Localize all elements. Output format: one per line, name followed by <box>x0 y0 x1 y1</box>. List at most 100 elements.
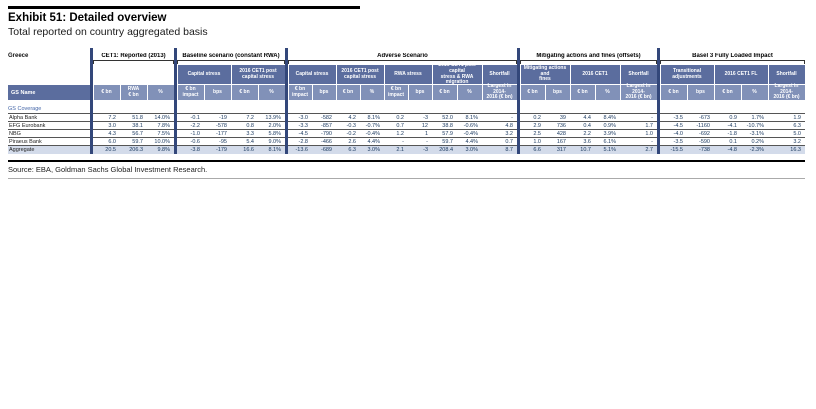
value-cell: 8.1% <box>258 146 285 154</box>
section-divider-bar <box>285 48 288 154</box>
section-bracket <box>520 60 657 64</box>
source-rule <box>8 178 805 179</box>
coverage-underline <box>660 105 805 114</box>
value-cell: 10.7 <box>570 146 595 154</box>
value-cell: 9.8% <box>147 146 174 154</box>
coverage-underline <box>520 105 657 114</box>
value-cell: -2.8 <box>288 138 312 146</box>
value-cell: 0.2 <box>384 114 408 122</box>
value-cell: 4.3 <box>93 130 120 138</box>
value-cell: 736 <box>545 122 570 130</box>
value-cell: 4.4% <box>360 138 384 146</box>
value-cell: 16.3 <box>768 146 805 154</box>
column-header: € bn <box>660 85 687 100</box>
value-cell: -2.2 <box>177 122 204 130</box>
top-rule <box>8 6 360 9</box>
value-cell: -3 <box>408 146 432 154</box>
value-cell: 9.0% <box>258 138 285 146</box>
value-cell: -15.5 <box>660 146 687 154</box>
value-cell: 0.8 <box>231 122 258 130</box>
value-cell: 51.8 <box>120 114 147 122</box>
value-cell: -3.8 <box>177 146 204 154</box>
value-cell: 8.7 <box>482 146 517 154</box>
value-cell: 317 <box>545 146 570 154</box>
group-header: RWA stress <box>384 65 432 84</box>
value-cell: -582 <box>312 114 336 122</box>
value-cell: 2.0% <box>258 122 285 130</box>
coverage-underline <box>93 105 174 114</box>
value-cell: -3.5 <box>660 114 687 122</box>
value-cell: -4.0 <box>660 130 687 138</box>
value-cell: - <box>408 138 432 146</box>
value-cell: -578 <box>204 122 231 130</box>
section-divider-bar <box>657 48 660 154</box>
section-title: Baseline scenario (constant RWA) <box>182 53 280 59</box>
value-cell: 6.3 <box>768 122 805 130</box>
value-cell: 0.4 <box>570 122 595 130</box>
overview-table: Greece GS Name GS Coverage CET1: Reported (… <box>8 48 808 154</box>
value-cell: -3.0 <box>288 114 312 122</box>
value-cell: 3.0 <box>93 122 120 130</box>
section-divider-bar <box>174 48 177 154</box>
value-cell: 13.9% <box>258 114 285 122</box>
value-cell: -466 <box>312 138 336 146</box>
value-cell: -4.8 <box>714 146 741 154</box>
exhibit-subtitle: Total reported on country aggregated bas… <box>8 26 208 38</box>
column-header: € bn impact <box>384 85 408 100</box>
value-cell: 57.9 <box>432 130 457 138</box>
value-cell: 7.5% <box>147 130 174 138</box>
value-cell: 12 <box>408 122 432 130</box>
value-cell: -3 <box>408 114 432 122</box>
value-cell: 5.4 <box>231 138 258 146</box>
value-cell: -10.7% <box>741 122 768 130</box>
value-cell: 1 <box>408 130 432 138</box>
bank-name-cell: Alpha Bank <box>8 114 90 122</box>
value-cell: 0.7 <box>482 138 517 146</box>
value-cell: 59.7 <box>432 138 457 146</box>
value-cell: 56.7 <box>120 130 147 138</box>
value-cell: 7.2 <box>231 114 258 122</box>
value-cell: 206.3 <box>120 146 147 154</box>
value-cell: 52.0 <box>432 114 457 122</box>
value-cell: -95 <box>204 138 231 146</box>
value-cell: 8.1% <box>360 114 384 122</box>
source-note: Source: EBA, Goldman Sachs Global Invest… <box>8 165 208 174</box>
bank-name-cell: NBG <box>8 130 90 138</box>
value-cell: -179 <box>204 146 231 154</box>
group-header: 2016 CET1 post capital stress & RWA migr… <box>432 62 482 85</box>
value-cell: 3.3 <box>231 130 258 138</box>
value-cell: 2.5 <box>520 130 545 138</box>
value-cell: -4.5 <box>660 122 687 130</box>
bank-name-cell: Piraeus Bank <box>8 138 90 146</box>
value-cell: -0.2 <box>336 130 360 138</box>
column-header: RWA € bn <box>120 85 147 100</box>
value-cell: 3.9% <box>595 130 620 138</box>
value-cell: 1.7% <box>741 114 768 122</box>
value-cell: 2.6 <box>336 138 360 146</box>
section-bracket <box>177 60 285 64</box>
value-cell: -738 <box>687 146 714 154</box>
column-header: € bn <box>336 85 360 100</box>
value-cell: 10.0% <box>147 138 174 146</box>
value-cell: 20.5 <box>93 146 120 154</box>
value-cell: 1.7 <box>620 122 657 130</box>
value-cell: 167 <box>545 138 570 146</box>
value-cell: -0.6% <box>457 122 482 130</box>
group-header: Capital stress <box>177 65 231 84</box>
column-header: € bn <box>93 85 120 100</box>
section-divider-bar <box>517 48 520 154</box>
value-cell: - <box>384 138 408 146</box>
value-cell: -1160 <box>687 122 714 130</box>
bank-name-cell: Aggregate <box>8 146 90 154</box>
section-bracket <box>288 60 517 64</box>
value-cell: -0.4% <box>360 130 384 138</box>
value-cell: 5.1% <box>595 146 620 154</box>
value-cell: 3.2 <box>768 138 805 146</box>
value-cell: 1.2 <box>384 130 408 138</box>
value-cell: -4.5 <box>288 130 312 138</box>
section-bracket <box>660 60 805 64</box>
column-header: % <box>457 85 482 100</box>
column-header: € bn impact <box>288 85 312 100</box>
value-cell: 6.3 <box>336 146 360 154</box>
value-cell: 38.1 <box>120 122 147 130</box>
